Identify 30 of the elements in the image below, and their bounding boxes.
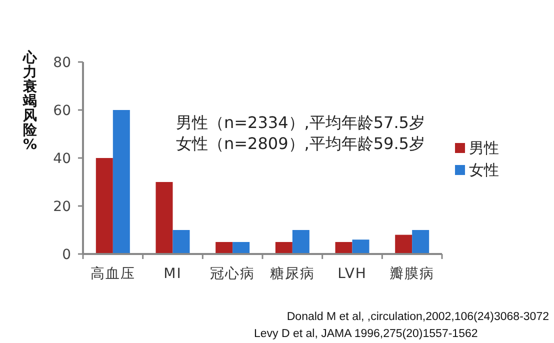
text: Levy D et al, JAMA 1996,275(20)1557-1562 bbox=[254, 328, 478, 340]
bar bbox=[275, 242, 292, 254]
bar bbox=[216, 242, 233, 254]
bar bbox=[352, 240, 370, 254]
annotation: 女性（n=2809）,平均年龄59.5岁 bbox=[176, 134, 425, 153]
bar bbox=[112, 110, 130, 254]
bar bbox=[292, 230, 310, 254]
annotation: 男性（n=2334）,平均年龄57.5岁 bbox=[176, 113, 425, 132]
text: Donald M et al, ,circulation,2002,106(24)3068-3072 bbox=[286, 311, 549, 323]
y-tick-label: 80 bbox=[53, 55, 71, 71]
bar bbox=[335, 242, 352, 254]
x-tick-label: 冠心病 bbox=[210, 266, 256, 282]
legend-label: 女性 bbox=[469, 161, 499, 179]
bar bbox=[156, 182, 173, 254]
x-tick-label: LVH bbox=[338, 266, 367, 282]
x-tick-label: 高血压 bbox=[90, 266, 136, 282]
x-tick-label: 瓣膜病 bbox=[390, 266, 435, 282]
bar bbox=[172, 230, 190, 254]
bar bbox=[96, 158, 113, 254]
y-tick-label: 20 bbox=[53, 199, 71, 215]
legend-label: 男性 bbox=[469, 139, 499, 157]
bar bbox=[395, 234, 412, 254]
y-tick-label: 60 bbox=[53, 103, 71, 119]
x-tick-label: MI bbox=[164, 266, 182, 282]
bar bbox=[412, 230, 430, 254]
y-tick-label: 40 bbox=[53, 151, 71, 167]
y-tick-label: 0 bbox=[62, 247, 71, 263]
bar bbox=[232, 242, 250, 254]
y-axis-title: 心力衰竭风险% bbox=[22, 49, 38, 153]
x-tick-label: 糖尿病 bbox=[270, 266, 315, 282]
